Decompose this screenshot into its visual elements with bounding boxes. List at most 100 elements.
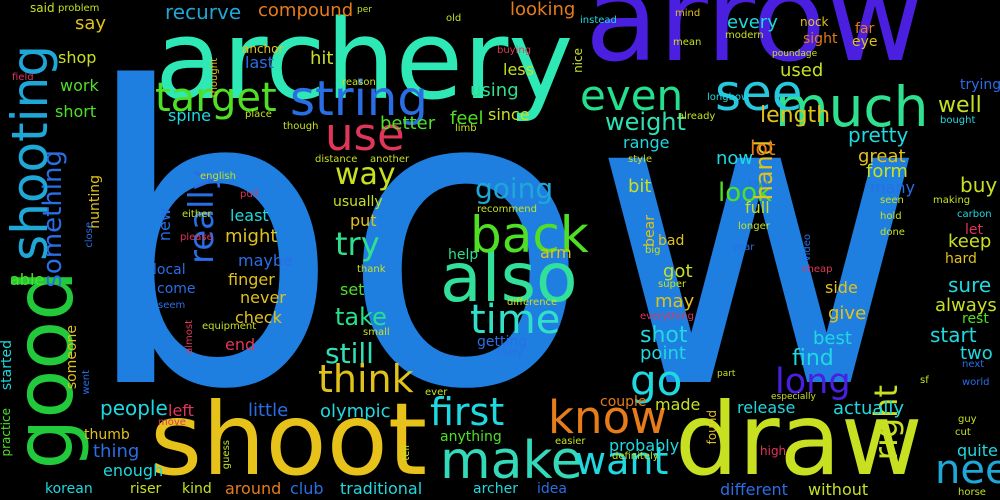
word-first: first xyxy=(430,390,505,434)
word-longbow: longbow xyxy=(707,92,750,103)
word-actually: actually xyxy=(833,398,905,419)
word-string: string xyxy=(290,71,428,127)
word-idea: idea xyxy=(537,481,567,497)
word-next: next xyxy=(962,359,985,370)
word-done: done xyxy=(880,227,905,238)
word-release: release xyxy=(737,398,796,417)
word-thought: thought xyxy=(209,58,220,98)
word-arm: arm xyxy=(540,243,572,262)
word-found: found xyxy=(705,410,719,445)
word-full: full xyxy=(745,198,770,217)
word-see: see xyxy=(715,64,803,122)
word-now: now xyxy=(716,148,754,169)
word-anchor: anchor xyxy=(242,42,284,56)
word-less: less xyxy=(503,60,534,79)
word-end: end xyxy=(225,335,256,354)
word-small: small xyxy=(363,327,390,338)
word-seen: seen xyxy=(880,195,904,206)
word-pull: pull xyxy=(240,189,259,200)
word-say: say xyxy=(75,13,107,34)
word-limb: limb xyxy=(455,123,477,134)
word-instead: instead xyxy=(580,15,617,26)
word-recurve: recurve xyxy=(165,0,242,24)
word-way: way xyxy=(335,157,396,192)
word-buying: buying xyxy=(497,45,532,56)
word-archer: archer xyxy=(473,481,518,497)
word-horse: horse xyxy=(958,487,986,498)
word-use: use xyxy=(325,108,405,161)
word-hold: hold xyxy=(880,211,902,222)
word-rest: rest xyxy=(962,311,989,327)
word-nice: nice xyxy=(571,48,585,73)
word-easier: easier xyxy=(555,436,586,447)
word-give: give xyxy=(828,303,867,324)
word-many: many xyxy=(870,178,915,197)
word-traditional: traditional xyxy=(340,479,423,498)
word-start: start xyxy=(930,323,977,347)
word-getting: getting xyxy=(477,334,528,350)
word-may: may xyxy=(655,291,695,312)
word-already: already xyxy=(678,111,716,122)
word-making: making xyxy=(933,195,971,206)
word-come: come xyxy=(157,281,196,297)
word-feel: feel xyxy=(450,108,484,129)
word-eye: eye xyxy=(852,34,878,50)
word-shot: shot xyxy=(640,323,688,348)
word-bad: bad xyxy=(658,233,685,249)
word-even: even xyxy=(580,71,684,120)
word-long: long xyxy=(775,362,851,402)
word-using: using xyxy=(470,80,519,101)
word-local: local xyxy=(153,262,186,278)
word-able: able xyxy=(10,270,45,289)
word-thumb: thumb xyxy=(84,427,130,443)
word-great: great xyxy=(858,146,906,167)
word-bear: bear xyxy=(642,215,658,247)
word-problem: problem xyxy=(58,3,100,14)
word-time: time xyxy=(470,297,561,343)
word-bought: bought xyxy=(940,115,976,126)
word-bit: bit xyxy=(628,176,652,197)
word-bow: bow xyxy=(80,1,927,479)
word-reason: reason xyxy=(342,77,376,88)
word-made: made xyxy=(655,395,701,414)
word-thank: thank xyxy=(357,264,386,275)
word-quite: quite xyxy=(957,441,998,460)
word-style: style xyxy=(628,154,652,165)
word-recommend: recommend xyxy=(477,204,537,215)
word-carbon: carbon xyxy=(957,209,992,220)
word-weight: weight xyxy=(605,108,686,136)
word-video: video xyxy=(802,234,813,262)
word-big: big xyxy=(645,245,661,256)
word-modern: modern xyxy=(725,30,764,41)
word-high: high xyxy=(760,444,787,458)
word-distance: distance xyxy=(315,154,358,165)
word-something: something xyxy=(38,150,68,288)
word-maybe: maybe xyxy=(238,251,293,270)
word-new: new xyxy=(155,208,174,242)
word-sf: sf xyxy=(920,375,929,386)
word-need: need xyxy=(935,447,1000,493)
word-right: right xyxy=(867,385,905,461)
word-buy: buy xyxy=(960,173,998,197)
word-put: put xyxy=(350,211,377,230)
word-also: also xyxy=(440,239,578,318)
word-nock: nock xyxy=(800,15,829,29)
word-make: make xyxy=(440,431,583,491)
word-couple: couple xyxy=(600,394,647,410)
word-people: people xyxy=(100,396,168,420)
word-got: got xyxy=(663,261,693,282)
word-enough: enough xyxy=(103,461,164,480)
word-set: set xyxy=(340,280,365,299)
word-went: went xyxy=(81,370,92,395)
word-super: super xyxy=(658,279,687,290)
word-probably: probably xyxy=(609,436,680,455)
word-either: either xyxy=(182,209,212,220)
word-go: go xyxy=(630,356,683,405)
word-used: used xyxy=(780,60,824,81)
word-best: best xyxy=(813,328,852,349)
word-think: think xyxy=(318,357,414,401)
word-might: might xyxy=(225,226,278,247)
word-form: form xyxy=(866,161,908,182)
word-since: since xyxy=(488,105,530,124)
